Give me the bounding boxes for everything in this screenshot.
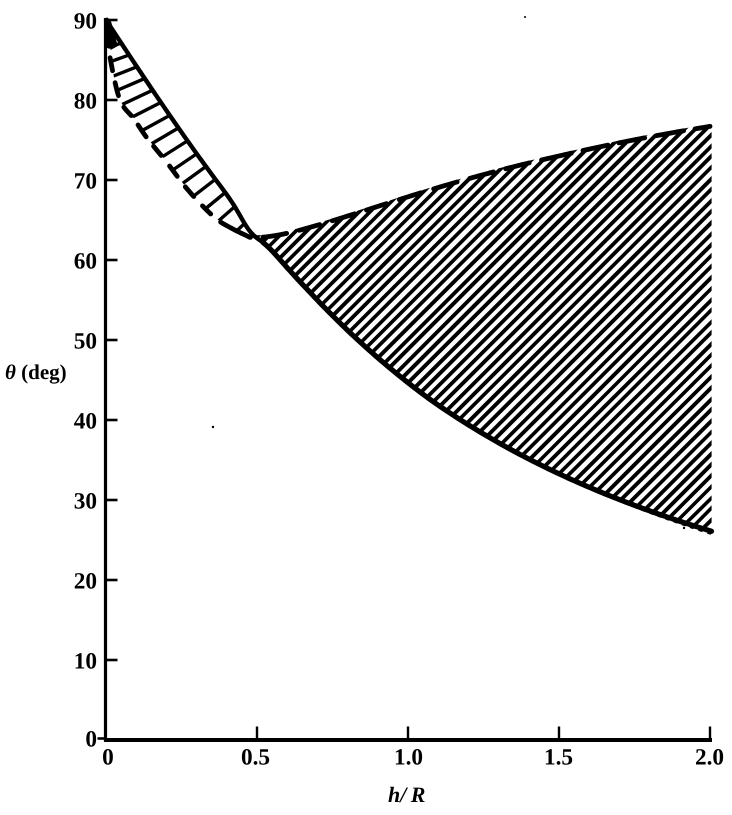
svg-text:90: 90 <box>74 9 97 35</box>
svg-text:0: 0 <box>102 745 114 771</box>
svg-text:70: 70 <box>74 169 97 195</box>
svg-text:60: 60 <box>74 249 97 275</box>
svg-text:10: 10 <box>74 649 97 675</box>
svg-text:80: 80 <box>74 89 97 115</box>
svg-text:0.5: 0.5 <box>241 745 270 771</box>
svg-text:2.0: 2.0 <box>695 745 724 771</box>
svg-text:40: 40 <box>74 409 97 435</box>
svg-text:h/ R: h/ R <box>388 782 425 807</box>
svg-text:1.0: 1.0 <box>394 745 423 771</box>
svg-text:50: 50 <box>74 329 97 355</box>
svg-text:1.5: 1.5 <box>544 745 573 771</box>
svg-text:30: 30 <box>74 489 97 515</box>
svg-text:θ (deg): θ (deg) <box>5 360 67 384</box>
svg-text:0: 0 <box>85 727 97 753</box>
svg-text:20: 20 <box>74 569 97 595</box>
